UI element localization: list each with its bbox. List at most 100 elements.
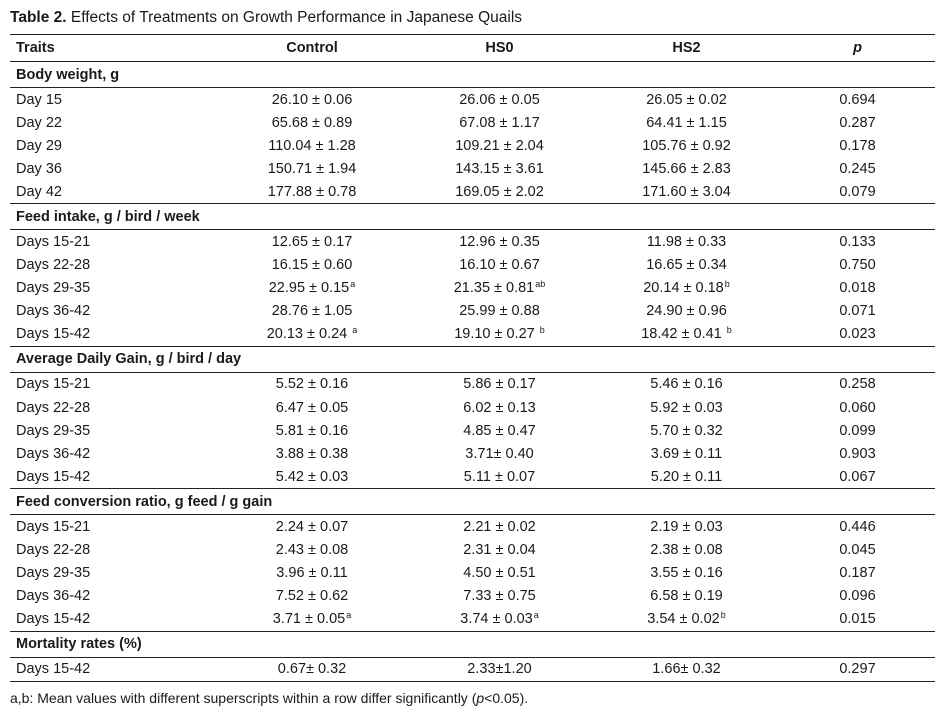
value-cell: 4.85 ± 0.47 [406,419,593,442]
trait-cell: Days 22-28 [16,257,91,274]
mean-sem-value: 16.10 ± 0.67 [459,257,540,274]
value-cell: 4.50 ± 0.51 [406,562,593,585]
header-row: Traits Control HS0 HS2 p [10,34,935,62]
mean-sem-value: 2.33±1.20 [467,661,532,678]
value-cell: 177.88 ± 0.78 [218,180,406,204]
p-value-cell: 0.023 [839,326,876,343]
value-cell: 5.70 ± 0.32 [593,419,780,442]
p-value-cell: 0.178 [839,137,876,154]
value-cell: 2.43 ± 0.08 [218,539,406,562]
trait-cell: Days 15-21 [16,376,91,393]
table-row: Days 22-28 16.15 ± 0.60 16.10 ± 0.67 16.65 … [10,254,935,277]
p-value-cell: 0.694 [839,91,876,108]
value-cell: 2.19 ± 0.03 [593,515,780,539]
table-row: Days 29-35 22.95 ± 0.15a 21.35 ± 0.81ab 20.… [10,277,935,300]
mean-sem-value: 2.21 ± 0.02 [463,518,536,535]
header-hs0: HS0 [406,34,593,62]
mean-sem-value: 24.90 ± 0.96 [646,303,727,320]
value-cell: 5.42 ± 0.03 [218,465,406,489]
value-cell: 105.76 ± 0.92 [593,134,780,157]
mean-sem-value: 171.60 ± 3.04 [642,183,731,200]
table-row: Days 22-28 6.47 ± 0.05 6.02 ± 0.13 5.92 ± 0… [10,396,935,419]
group-header-row: Feed intake, g / bird / week [10,203,935,231]
table-caption-text: Effects of Treatments on Growth Performa… [66,9,523,26]
trait-cell: Days 36-42 [16,588,91,605]
trait-cell: Days 15-42 [10,657,218,682]
p-value-cell: 0.079 [839,183,876,200]
significance-superscript: b [724,279,730,290]
group-header-row: Body weight, g [10,61,935,88]
p-value-cell: 0.446 [839,518,876,535]
mean-sem-value: 20.14 ± 0.18 [643,280,724,297]
value-cell: 5.92 ± 0.03 [593,396,780,419]
value-cell: 3.71± 0.40 [406,442,593,465]
table-row: Days 36-42 7.52 ± 0.62 7.33 ± 0.75 6.58 ± 0… [10,585,935,608]
header-hs2: HS2 [593,34,780,62]
footnote-text: a,b: Mean values with different superscr… [10,689,477,706]
mean-sem-value: 150.71 ± 1.94 [267,160,357,177]
table-row: Days 22-28 2.43 ± 0.08 2.31 ± 0.04 2.38 ± 0… [10,539,935,562]
mean-sem-value: 3.71 ± 0.05 [272,611,346,628]
significance-superscript: b [726,325,732,336]
value-cell: 16.10 ± 0.67 [406,254,593,277]
mean-sem-value: 28.76 ± 1.05 [271,303,353,320]
trait-cell: Days 29-35 [16,280,91,297]
p-value-cell: 0.015 [839,611,876,628]
p-value-cell: 0.071 [839,303,876,320]
value-cell: 5.52 ± 0.16 [218,372,406,396]
p-value-cell: 0.750 [839,257,876,274]
value-cell: 20.13 ± 0.24 a [218,323,406,347]
mean-sem-value: 5.20 ± 0.11 [650,468,723,485]
group-title: Feed intake, g / bird / week [10,203,935,231]
trait-cell: Days 15-42 [16,611,91,628]
mean-sem-value: 7.52 ± 0.62 [275,588,349,605]
mean-sem-value: 19.10 ± 0.27 [454,326,539,343]
trait-cell: Day 15 [16,91,62,108]
footnote-threshold: <0.05). [484,689,529,706]
value-cell: 3.55 ± 0.16 [593,562,780,585]
mean-sem-value: 4.50 ± 0.51 [463,565,536,582]
table-row: Day 29 110.04 ± 1.28 109.21 ± 2.04 105.76 ±… [10,134,935,157]
table-row: Days 29-35 5.81 ± 0.16 4.85 ± 0.47 5.70 ± 0… [10,419,935,442]
group-title: Body weight, g [10,61,935,88]
p-value-cell: 0.060 [839,399,876,416]
mean-sem-value: 3.96 ± 0.11 [276,565,348,582]
value-cell: 22.95 ± 0.15a [218,277,406,300]
table-row: Day 15 26.10 ± 0.06 26.06 ± 0.05 26.05 ± 0.… [10,88,935,112]
group-header-row: Average Daily Gain, g / bird / day [10,345,935,373]
mean-sem-value: 65.68 ± 0.89 [271,114,353,131]
value-cell: 28.76 ± 1.05 [218,300,406,323]
value-cell: 3.74 ± 0.03a [406,608,593,632]
mean-sem-value: 3.74 ± 0.03 [460,611,533,628]
trait-cell: Days 22-28 [16,399,91,416]
trait-cell: Days 15-21 [16,518,91,535]
mean-sem-value: 1.66± 0.32 [652,661,721,678]
footnote: a,b: Mean values with different superscr… [10,689,935,707]
table-row: Days 15-21 12.65 ± 0.17 12.96 ± 0.35 11.98 … [10,230,935,254]
table-row: Days 15-21 2.24 ± 0.07 2.21 ± 0.02 2.19 ± 0… [10,515,935,539]
mean-sem-value: 21.35 ± 0.81 [453,280,535,297]
footnote-p-symbol: p [476,689,485,706]
mean-sem-value: 2.24 ± 0.07 [275,518,349,535]
p-value-cell: 0.018 [839,280,876,297]
mean-sem-value: 7.33 ± 0.75 [463,588,536,605]
value-cell: 143.15 ± 3.61 [406,157,593,180]
value-cell: 26.06 ± 0.05 [406,88,593,112]
mean-sem-value: 2.19 ± 0.03 [650,518,723,535]
p-value-cell: 0.045 [839,542,876,559]
mean-sem-value: 5.70 ± 0.32 [650,422,723,439]
mean-sem-value: 6.58 ± 0.19 [650,588,723,605]
value-cell: 5.11 ± 0.07 [406,465,593,489]
table-row: Days 15-42 3.71 ± 0.05a 3.74 ± 0.03a 3.54 ±… [10,608,935,632]
mean-sem-value: 4.85 ± 0.47 [463,422,536,439]
header-traits: Traits [10,34,218,62]
mean-sem-value: 3.71± 0.40 [465,445,534,462]
mean-sem-value: 26.06 ± 0.05 [459,91,540,108]
value-cell: 5.20 ± 0.11 [593,465,780,489]
trait-cell: Day 22 [16,114,62,131]
value-cell: 1.66± 0.32 [593,657,780,682]
value-cell: 2.31 ± 0.04 [406,539,593,562]
trait-cell: Days 22-28 [16,542,91,559]
p-value-cell: 0.133 [839,234,876,251]
value-cell: 150.71 ± 1.94 [218,157,406,180]
